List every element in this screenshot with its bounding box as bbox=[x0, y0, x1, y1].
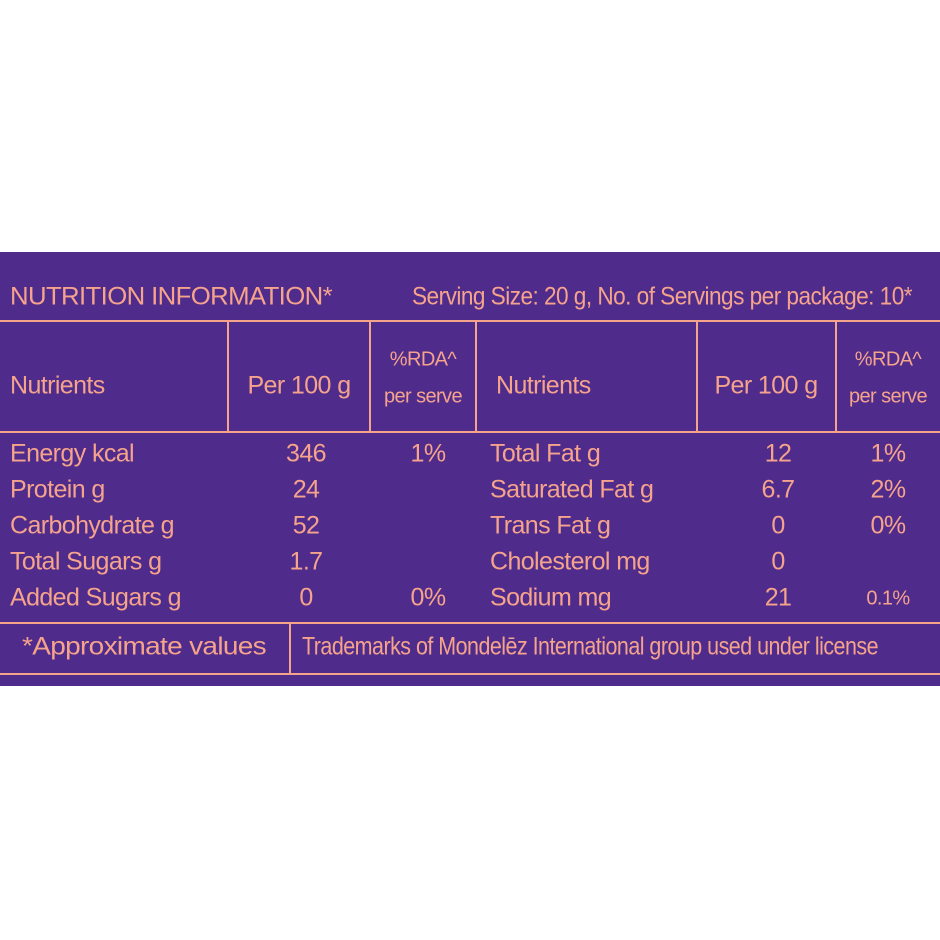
cell-value: 0.1% bbox=[866, 587, 910, 609]
nutrient-name: Trans Fat g bbox=[490, 512, 610, 540]
cell-value: 21 bbox=[765, 584, 792, 612]
trademark: Trademarks of Mondelēz International gro… bbox=[302, 633, 878, 661]
cell-value: 1% bbox=[411, 440, 446, 468]
nutrient-name: Cholesterol mg bbox=[490, 548, 650, 576]
serving-info: Serving Size: 20 g, No. of Servings per … bbox=[412, 283, 913, 311]
cell-value: 0 bbox=[771, 512, 784, 540]
nutrient-name: Carbohydrate g bbox=[10, 512, 174, 540]
nutrient-name: Total Sugars g bbox=[10, 548, 161, 576]
column-header: per serve bbox=[849, 385, 927, 407]
cell-value: 1% bbox=[871, 440, 906, 468]
cell-value: 0 bbox=[299, 584, 312, 612]
cell-value: 52 bbox=[293, 512, 320, 540]
label-panel bbox=[0, 252, 940, 686]
nutrient-name: Added Sugars g bbox=[10, 584, 181, 612]
cell-value: 12 bbox=[765, 440, 792, 468]
column-header: Per 100 g bbox=[247, 372, 350, 400]
cell-value: 0 bbox=[771, 548, 784, 576]
column-header: %RDA^ bbox=[855, 348, 923, 370]
nutrient-name: Total Fat g bbox=[490, 440, 600, 468]
column-header: Nutrients bbox=[10, 372, 105, 400]
column-header: %RDA^ bbox=[390, 348, 458, 370]
cell-value: 346 bbox=[286, 440, 326, 468]
cell-value: 1.7 bbox=[290, 548, 323, 576]
nutrient-name: Sodium mg bbox=[490, 584, 611, 612]
nutrient-name: Protein g bbox=[10, 476, 105, 504]
cell-value: 24 bbox=[293, 476, 320, 504]
cell-value: 6.7 bbox=[762, 476, 795, 504]
nutrient-name: Energy kcal bbox=[10, 440, 134, 468]
cell-value: 0% bbox=[871, 512, 906, 540]
column-header: Nutrients bbox=[496, 372, 591, 400]
cell-value: 0% bbox=[411, 584, 446, 612]
column-header: per serve bbox=[384, 385, 462, 407]
nutrient-name: Saturated Fat g bbox=[490, 476, 653, 504]
footnote: *Approximate values bbox=[22, 633, 266, 661]
cell-value: 2% bbox=[871, 476, 906, 504]
title: NUTRITION INFORMATION* bbox=[10, 283, 333, 311]
column-header: Per 100 g bbox=[714, 372, 817, 400]
